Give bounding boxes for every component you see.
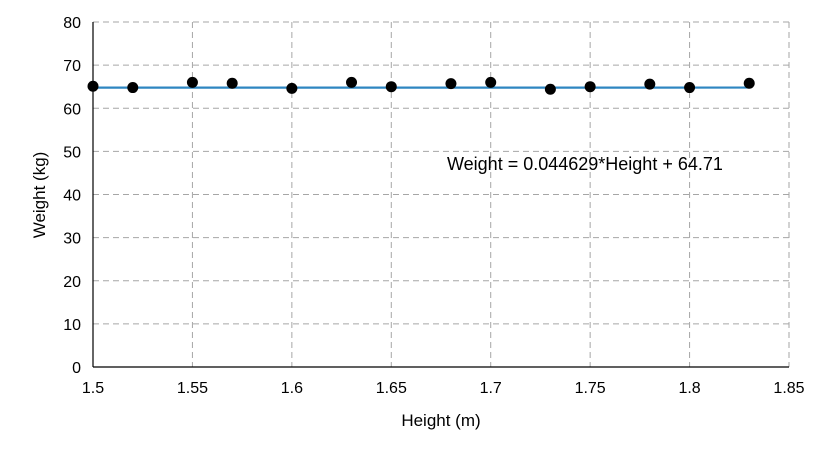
x-tick-label-6: 1.8 [678,380,700,397]
data-point-7 [445,78,457,90]
data-point-3 [226,77,238,89]
x-tick-labels: 1.5 1.55 1.6 1.65 1.7 1.75 1.8 1.85 [82,380,805,397]
y-tick-label-7: 70 [63,58,81,75]
x-tick-label-0: 1.5 [82,380,104,397]
data-point-11 [644,78,656,90]
data-point-5 [346,76,358,88]
data-point-2 [186,76,198,88]
y-tick-label-5: 50 [63,144,81,161]
y-tick-label-2: 20 [63,274,81,291]
y-tick-labels: 0 10 20 30 40 50 60 70 80 [63,15,81,377]
data-point-8 [485,76,497,88]
data-points [87,76,755,95]
x-axis-title: Height (m) [401,411,480,430]
x-tick-label-2: 1.6 [281,380,303,397]
grid-lines [93,21,790,367]
y-tick-label-1: 10 [63,317,81,334]
y-tick-label-4: 40 [63,188,81,205]
y-tick-label-6: 60 [63,101,81,118]
x-tick-label-5: 1.75 [575,380,606,397]
x-tick-label-1: 1.55 [177,380,208,397]
data-point-12 [684,82,696,94]
trendline-equation: Weight = 0.044629*Height + 64.71 [447,154,723,174]
data-point-10 [584,81,596,93]
y-axis-title: Weight (kg) [30,152,49,239]
axes [92,22,789,368]
x-tick-label-7: 1.85 [773,380,804,397]
data-point-6 [385,81,397,93]
x-tick-label-4: 1.7 [480,380,502,397]
y-tick-label-8: 80 [63,15,81,32]
data-point-1 [127,82,139,94]
data-point-13 [743,77,755,89]
x-tick-label-3: 1.65 [376,380,407,397]
y-tick-label-3: 30 [63,231,81,248]
data-point-0 [87,80,99,92]
y-tick-label-0: 0 [72,360,81,377]
data-point-9 [544,83,556,95]
data-point-4 [286,82,298,94]
